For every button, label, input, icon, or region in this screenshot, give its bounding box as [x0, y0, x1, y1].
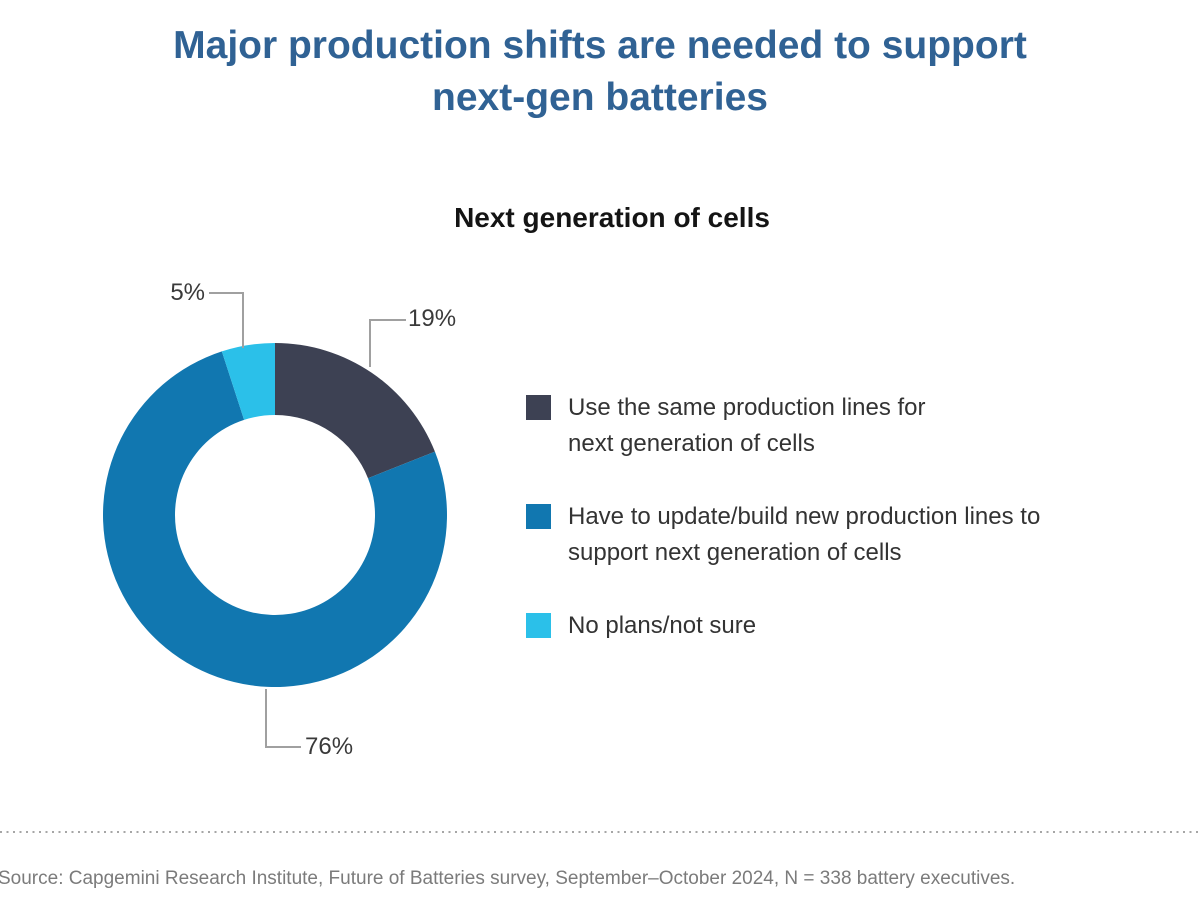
- page-title-line-2: next-gen batteries: [432, 76, 768, 119]
- donut-slice-76: [103, 351, 448, 688]
- legend-label: No plans/not sure: [568, 608, 756, 644]
- callout-line-5-vertical: [242, 292, 244, 348]
- callout-line-76-vertical: [265, 689, 267, 746]
- donut-slice-5: [221, 343, 275, 420]
- legend-label-line: Use the same production lines for: [568, 394, 926, 421]
- slice-label-5: 5%: [170, 279, 205, 306]
- slice-label-76: 76%: [305, 733, 354, 760]
- chart-title: Next generation of cells: [454, 202, 770, 233]
- legend-item-no-plans: No plans/not sure: [526, 608, 1166, 644]
- legend-label: Have to update/build new production line…: [568, 499, 1040, 571]
- donut-chart: [103, 343, 448, 688]
- legend-item-same-lines: Use the same production lines for next g…: [526, 390, 1166, 462]
- legend-swatch-dark-navy: [526, 395, 551, 420]
- dotted-divider: [0, 831, 1200, 833]
- legend-swatch-cyan: [526, 613, 551, 638]
- callout-line-5-horizontal: [209, 292, 243, 294]
- legend-swatch-blue: [526, 504, 551, 529]
- donut-slice-19: [275, 343, 435, 479]
- legend-label: Use the same production lines for next g…: [568, 390, 926, 462]
- source-note: Source: Capgemini Research Institute, Fu…: [0, 868, 1016, 889]
- legend-label-line: No plans/not sure: [568, 612, 757, 639]
- legend-label-line: next generation of cells: [568, 430, 815, 457]
- page-title: Major production shifts are needed to su…: [0, 20, 1200, 124]
- callout-line-19-horizontal: [369, 319, 406, 321]
- callout-line-19-vertical: [369, 319, 371, 367]
- slice-label-19: 19%: [408, 305, 457, 332]
- legend-item-new-lines: Have to update/build new production line…: [526, 499, 1166, 571]
- legend-label-line: support next generation of cells: [568, 539, 902, 566]
- chart-legend: Use the same production lines for next g…: [526, 390, 1166, 681]
- page-title-line-1: Major production shifts are needed to su…: [173, 24, 1027, 67]
- callout-line-76-horizontal: [265, 746, 301, 748]
- legend-label-line: Have to update/build new production line…: [568, 503, 1041, 530]
